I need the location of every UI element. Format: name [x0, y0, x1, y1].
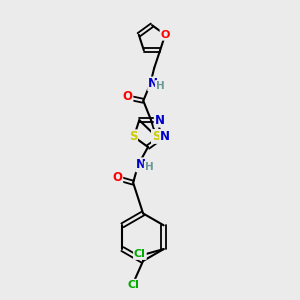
Text: N: N: [136, 158, 146, 171]
Text: O: O: [160, 30, 170, 40]
Text: S: S: [152, 130, 161, 143]
Text: H: H: [145, 162, 153, 172]
Text: H: H: [156, 81, 164, 91]
Text: O: O: [122, 90, 132, 103]
Text: N: N: [148, 77, 158, 90]
Text: N: N: [155, 114, 165, 127]
Text: N: N: [160, 130, 170, 143]
Text: Cl: Cl: [134, 249, 146, 259]
Text: S: S: [129, 130, 137, 143]
Text: O: O: [112, 171, 122, 184]
Text: Cl: Cl: [127, 280, 139, 290]
